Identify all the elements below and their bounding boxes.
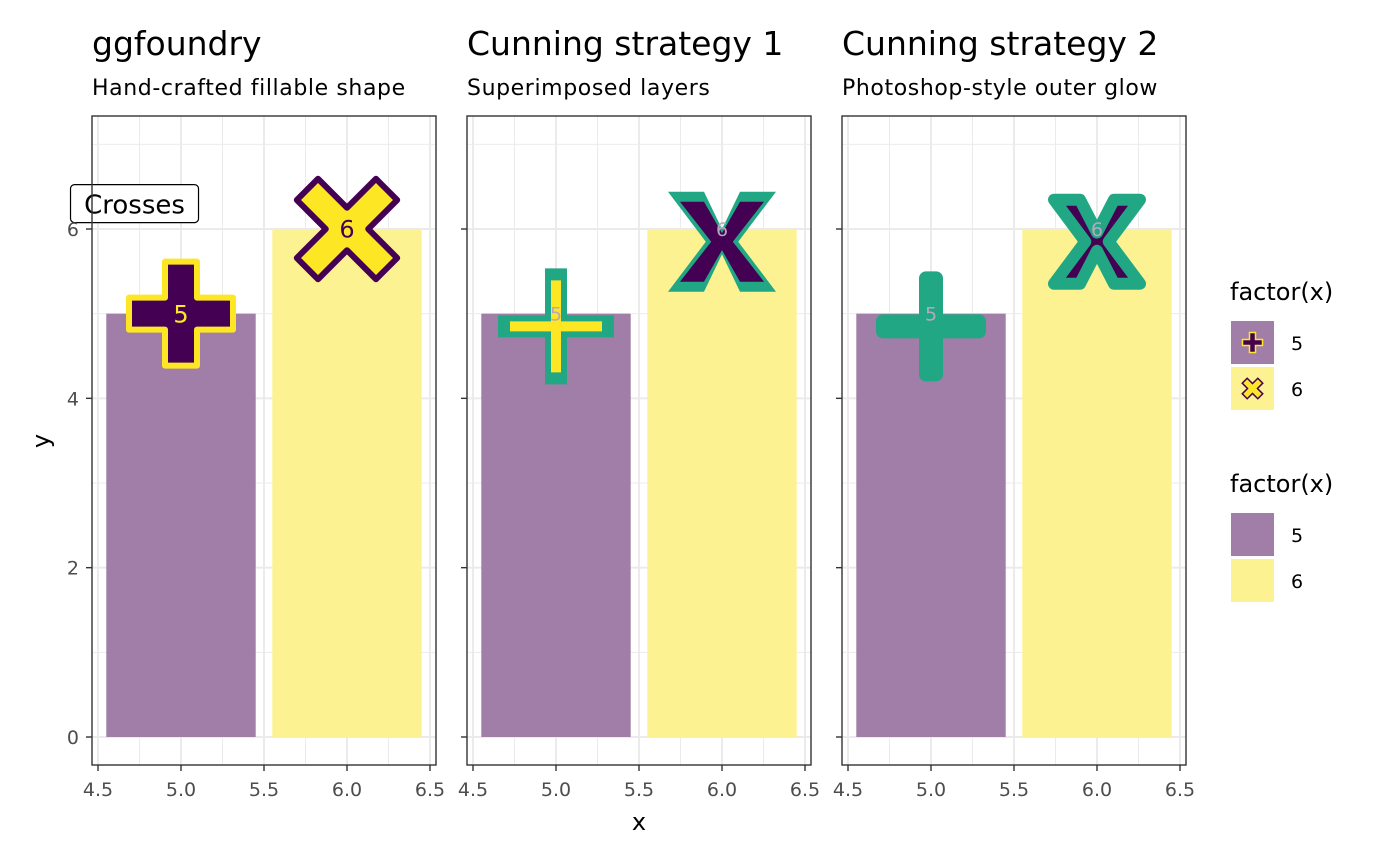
bar-5: [106, 313, 256, 737]
x-tick-label: 4.5: [833, 779, 863, 801]
bar-6: [1022, 229, 1172, 737]
value-label-5: 5: [173, 300, 188, 328]
x-point-6: [293, 175, 401, 283]
legend-x-icon: [1241, 377, 1264, 400]
legend-label: 6: [1291, 571, 1303, 593]
value-label-6: 6: [339, 216, 354, 244]
panel-3: 5 6 4.5 5.0 5.5 6.0 6.5 Cunning strategy 2 Photo…: [833, 24, 1195, 801]
x-tick-label: 5.5: [624, 779, 654, 801]
x-tick-label: 5.5: [249, 779, 279, 801]
panel-subtitle: Hand-crafted fillable shape: [92, 76, 406, 101]
annotation-box: [69, 184, 200, 224]
bar-6: [647, 229, 797, 737]
x-tick-label: 6.0: [1082, 779, 1112, 801]
bar-6: [272, 229, 422, 737]
panel-subtitle: Photoshop-style outer glow: [842, 76, 1158, 101]
legend-area: factor(x) 5 6 factor(x) 5 6: [1230, 278, 1333, 602]
legend-label: 6: [1291, 379, 1303, 401]
y-tick-label: 2: [67, 558, 79, 580]
y-axis-title: y: [27, 434, 55, 448]
annotation-label: Crosses: [84, 191, 185, 221]
x-tick-label: 5.5: [999, 779, 1029, 801]
panel-title: Cunning strategy 2: [842, 24, 1158, 63]
legend-key-5: [1231, 513, 1274, 556]
x-tick-label: 4.5: [458, 779, 488, 801]
x-tick-label: 6.0: [707, 779, 737, 801]
panel-subtitle: Superimposed layers: [467, 76, 710, 101]
panel-2: 5 6 4.5 5.0 5.5 6.0 6.5 Cunning strategy 1 Super…: [458, 24, 820, 801]
value-label-5: 5: [550, 304, 562, 326]
value-label-6: 6: [1091, 219, 1103, 241]
value-label-5: 5: [925, 304, 937, 326]
legend-key-6: [1231, 559, 1274, 602]
cross-point-5: [876, 271, 986, 382]
y-tick-label: 0: [67, 727, 79, 749]
x-tick-label: 6.5: [415, 779, 445, 801]
y-tick-label: 4: [67, 388, 79, 410]
x-tick-label: 6.5: [1165, 779, 1195, 801]
cross-point-5: [126, 258, 236, 369]
x-axis-title: x: [632, 808, 646, 836]
panel-title: Cunning strategy 1: [467, 24, 783, 63]
x-point-6: [680, 201, 764, 282]
x-tick-label: 5.0: [541, 779, 571, 801]
legend-label: 5: [1291, 333, 1303, 355]
x-tick-label: 4.5: [83, 779, 113, 801]
panel-1: Crosses 5 6 4.5 5.0 5.5 6.0 6.5 0 2 4 6 ggfoundry Han…: [67, 24, 445, 801]
value-label-6: 6: [716, 219, 728, 241]
x-tick-label: 5.0: [916, 779, 946, 801]
x-tick-label: 5.0: [166, 779, 196, 801]
x-tick-label: 6.0: [332, 779, 362, 801]
legend-title: factor(x): [1230, 470, 1333, 498]
panel-title: ggfoundry: [92, 24, 262, 63]
x-tick-label: 6.5: [790, 779, 820, 801]
cross-point-5: [510, 280, 602, 373]
legend-label: 5: [1291, 525, 1303, 547]
legend-cross-icon: [1241, 331, 1264, 354]
x-point-6: [1048, 193, 1146, 290]
bar-5: [856, 313, 1006, 737]
legend-title: factor(x): [1230, 278, 1333, 306]
y-tick-label: 6: [67, 219, 79, 241]
